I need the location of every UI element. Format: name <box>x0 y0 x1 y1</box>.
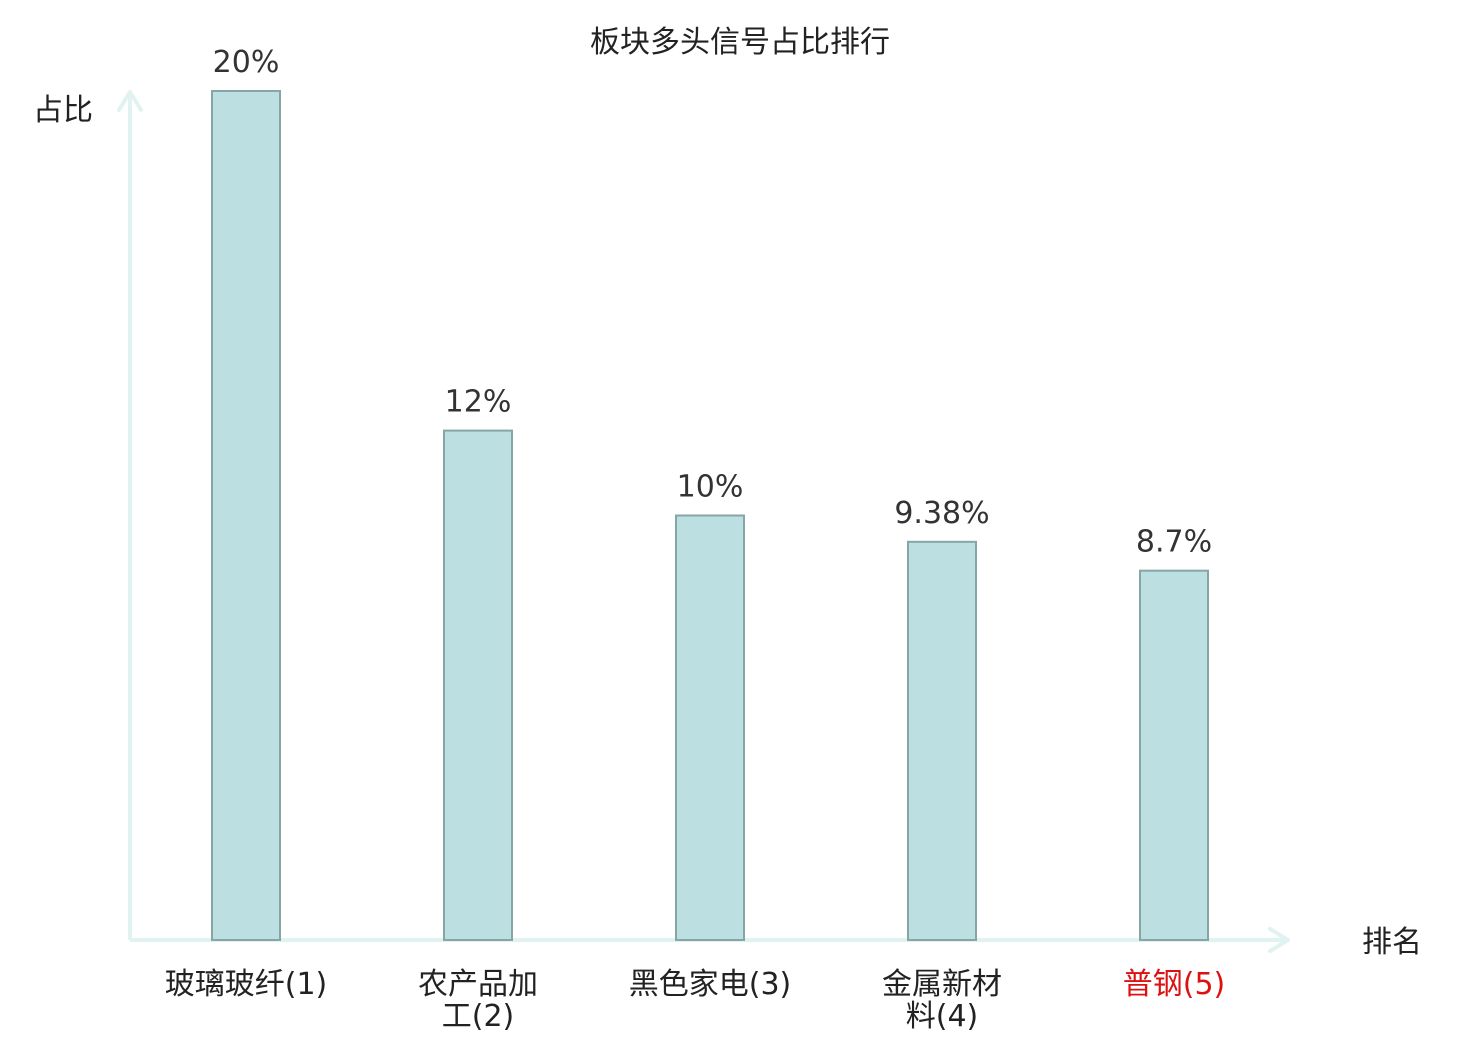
value-labels: 20% 12% 10% 9.38% 8.7% <box>213 45 1212 560</box>
x-tick-label: 普钢(5) <box>1123 967 1226 1002</box>
bars <box>211 90 1209 941</box>
x-tick-label: 玻璃玻纤(1) <box>165 967 328 1002</box>
bar-value-label: 12% <box>445 385 512 420</box>
category-labels: 玻璃玻纤(1) 农产品加工(2) 黑色家电(3) 金属新材料(4) 普钢(5) <box>165 967 1226 1034</box>
x-tick-label: 黑色家电(3) <box>629 967 792 1002</box>
bar-value-label: 9.38% <box>894 496 989 531</box>
bar <box>675 514 745 941</box>
bar <box>1139 569 1209 941</box>
chart-title: 板块多头信号占比排行 <box>590 25 890 60</box>
y-axis-arrow-icon <box>117 90 143 112</box>
bar-value-label: 20% <box>213 45 280 80</box>
y-axis-label: 占比 <box>33 93 93 128</box>
x-axis-arrow-icon <box>1268 927 1290 953</box>
bar-value-label: 10% <box>677 470 744 505</box>
bar <box>907 540 977 941</box>
x-axis-label: 排名 <box>1362 925 1422 960</box>
x-tick-label: 金属新材料(4) <box>882 967 1002 1034</box>
bar <box>211 90 281 941</box>
bar <box>443 429 513 941</box>
bar-value-label: 8.7% <box>1136 525 1212 560</box>
x-tick-label: 农产品加工(2) <box>418 967 538 1034</box>
